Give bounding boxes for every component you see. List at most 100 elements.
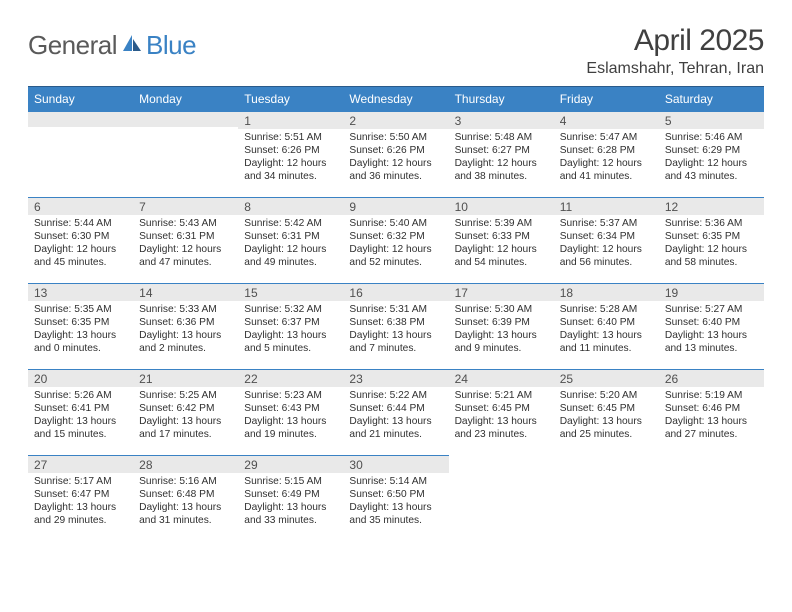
day-number: 6 — [28, 197, 133, 215]
day-detail: Sunrise: 5:42 AMSunset: 6:31 PMDaylight:… — [238, 215, 343, 273]
day-cell: 1Sunrise: 5:51 AMSunset: 6:26 PMDaylight… — [238, 111, 343, 197]
day-cell: 21Sunrise: 5:25 AMSunset: 6:42 PMDayligh… — [133, 369, 238, 455]
day-number: 11 — [554, 197, 659, 215]
day-detail: Sunrise: 5:28 AMSunset: 6:40 PMDaylight:… — [554, 301, 659, 359]
day-detail: Sunrise: 5:40 AMSunset: 6:32 PMDaylight:… — [343, 215, 448, 273]
col-header: Saturday — [659, 87, 764, 112]
empty-day — [28, 111, 133, 127]
day-cell: 18Sunrise: 5:28 AMSunset: 6:40 PMDayligh… — [554, 283, 659, 369]
day-cell: 19Sunrise: 5:27 AMSunset: 6:40 PMDayligh… — [659, 283, 764, 369]
day-number: 5 — [659, 111, 764, 129]
day-number: 27 — [28, 455, 133, 473]
day-number: 26 — [659, 369, 764, 387]
day-number: 21 — [133, 369, 238, 387]
day-detail: Sunrise: 5:44 AMSunset: 6:30 PMDaylight:… — [28, 215, 133, 273]
day-detail: Sunrise: 5:25 AMSunset: 6:42 PMDaylight:… — [133, 387, 238, 445]
day-detail: Sunrise: 5:26 AMSunset: 6:41 PMDaylight:… — [28, 387, 133, 445]
day-number: 30 — [343, 455, 448, 473]
day-detail: Sunrise: 5:47 AMSunset: 6:28 PMDaylight:… — [554, 129, 659, 187]
day-cell: 20Sunrise: 5:26 AMSunset: 6:41 PMDayligh… — [28, 369, 133, 455]
logo: General Blue — [28, 24, 196, 61]
day-cell — [133, 111, 238, 197]
week-row: 6Sunrise: 5:44 AMSunset: 6:30 PMDaylight… — [28, 197, 764, 283]
day-number: 3 — [449, 111, 554, 129]
day-cell: 24Sunrise: 5:21 AMSunset: 6:45 PMDayligh… — [449, 369, 554, 455]
header: General Blue April 2025 Eslamshahr, Tehr… — [28, 24, 764, 78]
day-cell: 11Sunrise: 5:37 AMSunset: 6:34 PMDayligh… — [554, 197, 659, 283]
day-number: 16 — [343, 283, 448, 301]
empty-day — [133, 111, 238, 127]
day-cell: 30Sunrise: 5:14 AMSunset: 6:50 PMDayligh… — [343, 455, 448, 541]
day-detail: Sunrise: 5:51 AMSunset: 6:26 PMDaylight:… — [238, 129, 343, 187]
day-cell: 17Sunrise: 5:30 AMSunset: 6:39 PMDayligh… — [449, 283, 554, 369]
day-cell: 14Sunrise: 5:33 AMSunset: 6:36 PMDayligh… — [133, 283, 238, 369]
logo-text-general: General — [28, 30, 117, 61]
day-detail: Sunrise: 5:17 AMSunset: 6:47 PMDaylight:… — [28, 473, 133, 531]
day-detail: Sunrise: 5:33 AMSunset: 6:36 PMDaylight:… — [133, 301, 238, 359]
calendar-table: SundayMondayTuesdayWednesdayThursdayFrid… — [28, 86, 764, 541]
day-number: 23 — [343, 369, 448, 387]
day-cell: 9Sunrise: 5:40 AMSunset: 6:32 PMDaylight… — [343, 197, 448, 283]
day-number: 7 — [133, 197, 238, 215]
day-number: 14 — [133, 283, 238, 301]
day-cell: 8Sunrise: 5:42 AMSunset: 6:31 PMDaylight… — [238, 197, 343, 283]
day-detail: Sunrise: 5:27 AMSunset: 6:40 PMDaylight:… — [659, 301, 764, 359]
day-number: 1 — [238, 111, 343, 129]
sail-icon — [121, 33, 143, 58]
day-detail: Sunrise: 5:46 AMSunset: 6:29 PMDaylight:… — [659, 129, 764, 187]
day-cell: 10Sunrise: 5:39 AMSunset: 6:33 PMDayligh… — [449, 197, 554, 283]
day-detail: Sunrise: 5:21 AMSunset: 6:45 PMDaylight:… — [449, 387, 554, 445]
day-cell: 2Sunrise: 5:50 AMSunset: 6:26 PMDaylight… — [343, 111, 448, 197]
col-header: Sunday — [28, 87, 133, 112]
day-detail: Sunrise: 5:35 AMSunset: 6:35 PMDaylight:… — [28, 301, 133, 359]
day-cell: 12Sunrise: 5:36 AMSunset: 6:35 PMDayligh… — [659, 197, 764, 283]
logo-text-blue: Blue — [146, 30, 196, 61]
day-cell: 26Sunrise: 5:19 AMSunset: 6:46 PMDayligh… — [659, 369, 764, 455]
col-header: Friday — [554, 87, 659, 112]
day-number: 28 — [133, 455, 238, 473]
day-number: 4 — [554, 111, 659, 129]
week-row: 1Sunrise: 5:51 AMSunset: 6:26 PMDaylight… — [28, 111, 764, 197]
day-cell: 27Sunrise: 5:17 AMSunset: 6:47 PMDayligh… — [28, 455, 133, 541]
day-cell: 15Sunrise: 5:32 AMSunset: 6:37 PMDayligh… — [238, 283, 343, 369]
day-cell — [554, 455, 659, 541]
day-cell: 16Sunrise: 5:31 AMSunset: 6:38 PMDayligh… — [343, 283, 448, 369]
day-detail: Sunrise: 5:36 AMSunset: 6:35 PMDaylight:… — [659, 215, 764, 273]
day-number: 9 — [343, 197, 448, 215]
day-detail: Sunrise: 5:22 AMSunset: 6:44 PMDaylight:… — [343, 387, 448, 445]
day-number: 18 — [554, 283, 659, 301]
day-detail: Sunrise: 5:37 AMSunset: 6:34 PMDaylight:… — [554, 215, 659, 273]
day-cell: 4Sunrise: 5:47 AMSunset: 6:28 PMDaylight… — [554, 111, 659, 197]
day-detail: Sunrise: 5:16 AMSunset: 6:48 PMDaylight:… — [133, 473, 238, 531]
day-detail: Sunrise: 5:43 AMSunset: 6:31 PMDaylight:… — [133, 215, 238, 273]
day-number: 25 — [554, 369, 659, 387]
day-number: 22 — [238, 369, 343, 387]
day-cell: 5Sunrise: 5:46 AMSunset: 6:29 PMDaylight… — [659, 111, 764, 197]
day-detail: Sunrise: 5:14 AMSunset: 6:50 PMDaylight:… — [343, 473, 448, 531]
day-cell: 3Sunrise: 5:48 AMSunset: 6:27 PMDaylight… — [449, 111, 554, 197]
day-cell — [28, 111, 133, 197]
day-detail: Sunrise: 5:32 AMSunset: 6:37 PMDaylight:… — [238, 301, 343, 359]
day-number: 15 — [238, 283, 343, 301]
day-cell: 28Sunrise: 5:16 AMSunset: 6:48 PMDayligh… — [133, 455, 238, 541]
day-detail: Sunrise: 5:15 AMSunset: 6:49 PMDaylight:… — [238, 473, 343, 531]
day-number: 2 — [343, 111, 448, 129]
day-number: 29 — [238, 455, 343, 473]
day-cell: 25Sunrise: 5:20 AMSunset: 6:45 PMDayligh… — [554, 369, 659, 455]
col-header: Tuesday — [238, 87, 343, 112]
calendar-head: SundayMondayTuesdayWednesdayThursdayFrid… — [28, 87, 764, 112]
day-number: 20 — [28, 369, 133, 387]
month-title: April 2025 — [586, 24, 764, 58]
day-number: 12 — [659, 197, 764, 215]
day-number: 13 — [28, 283, 133, 301]
day-detail: Sunrise: 5:31 AMSunset: 6:38 PMDaylight:… — [343, 301, 448, 359]
day-cell: 22Sunrise: 5:23 AMSunset: 6:43 PMDayligh… — [238, 369, 343, 455]
calendar-body: 1Sunrise: 5:51 AMSunset: 6:26 PMDaylight… — [28, 111, 764, 541]
day-number: 24 — [449, 369, 554, 387]
location: Eslamshahr, Tehran, Iran — [586, 60, 764, 78]
day-detail: Sunrise: 5:30 AMSunset: 6:39 PMDaylight:… — [449, 301, 554, 359]
col-header: Wednesday — [343, 87, 448, 112]
week-row: 13Sunrise: 5:35 AMSunset: 6:35 PMDayligh… — [28, 283, 764, 369]
day-detail: Sunrise: 5:23 AMSunset: 6:43 PMDaylight:… — [238, 387, 343, 445]
day-cell: 29Sunrise: 5:15 AMSunset: 6:49 PMDayligh… — [238, 455, 343, 541]
